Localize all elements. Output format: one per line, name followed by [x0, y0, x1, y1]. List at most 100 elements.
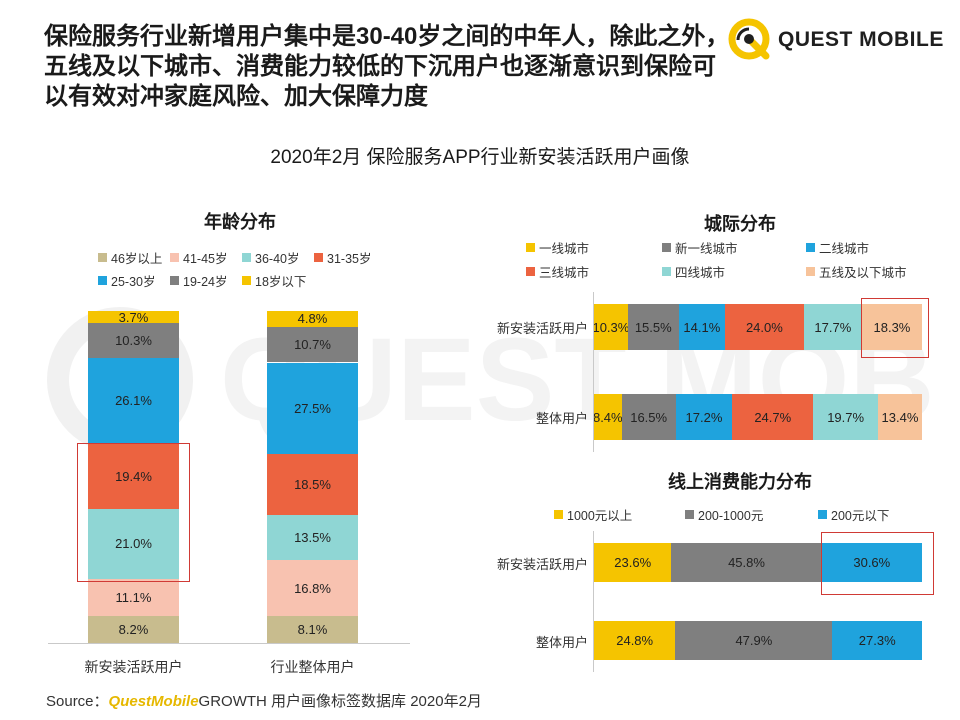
- age-bar-segment: 10.7%: [267, 326, 358, 363]
- age-legend-swatch: [170, 276, 179, 285]
- source-prefix: Source：: [46, 693, 109, 710]
- age-category-label: 新安装活跃用户: [84, 659, 183, 675]
- age-bar-segment: 8.2%: [88, 615, 179, 643]
- age-legend-item: 36-40岁: [242, 248, 299, 267]
- logo-mark-icon: [728, 18, 770, 60]
- city-bar-segment: 18.3%: [861, 304, 922, 350]
- city-legend-label: 新一线城市: [675, 242, 738, 256]
- city-bar-segment: 17.2%: [675, 394, 733, 440]
- city-legend-label: 二线城市: [819, 242, 870, 256]
- city-legend-swatch: [662, 243, 671, 252]
- spend-legend-label: 200-1000元: [698, 509, 764, 523]
- spend-bar-segment: 45.8%: [671, 543, 822, 582]
- age-bar-segment: 13.5%: [267, 515, 358, 561]
- spend-category-label: 新安装活跃用户: [496, 556, 588, 572]
- city-bar-segment: 17.7%: [803, 304, 862, 350]
- spend-bar-segment: 23.6%: [594, 543, 672, 582]
- city-bar-segment: 8.4%: [594, 394, 622, 440]
- age-legend-swatch: [314, 253, 323, 262]
- logo-text: QUEST MOBILE: [778, 28, 944, 51]
- questmobile-logo: QUEST MOBILE: [726, 16, 943, 66]
- spend-legend-item: 200-1000元: [685, 505, 763, 524]
- age-legend-label: 18岁以下: [255, 275, 307, 289]
- source-brand: QuestMobile: [108, 693, 199, 710]
- city-legend-item: 五线及以下城市: [806, 262, 907, 281]
- city-bar-segment: 13.4%: [878, 394, 922, 440]
- city-legend-label: 三线城市: [539, 266, 590, 280]
- city-legend-swatch: [806, 243, 815, 252]
- city-legend-label: 五线及以下城市: [819, 266, 907, 280]
- age-legend-label: 36-40岁: [255, 252, 300, 266]
- age-category-label: 行业整体用户: [270, 659, 355, 675]
- age-legend-item: 46岁以上: [98, 248, 162, 267]
- city-legend-label: 四线城市: [675, 266, 726, 280]
- chart-subtitle: 2020年2月 保险服务APP行业新安装活跃用户画像: [270, 147, 690, 168]
- age-legend-item: 31-35岁: [314, 248, 371, 267]
- age-bar-segment: 4.8%: [267, 311, 358, 327]
- spend-bar-segment: 27.3%: [832, 621, 922, 660]
- age-legend-label: 46岁以上: [111, 252, 163, 266]
- city-legend-item: 三线城市: [526, 262, 589, 281]
- spend-legend-item: 200元以下: [818, 505, 889, 524]
- city-legend-item: 四线城市: [662, 262, 725, 281]
- city-bar-segment: 24.7%: [732, 394, 814, 440]
- spend-legend-swatch: [554, 510, 563, 519]
- city-bar-segment: 24.0%: [725, 304, 804, 350]
- age-legend-item: 41-45岁: [170, 248, 227, 267]
- spend-bar-segment: 24.8%: [594, 621, 676, 660]
- city-bar-segment: 19.7%: [813, 394, 878, 440]
- spend-highlight-box: [820, 532, 934, 595]
- age-legend-item: 25-30岁: [98, 271, 155, 290]
- city-legend-swatch: [662, 267, 671, 276]
- headline: 保险服务行业新增用户集中是30-40岁之间的中年人，除此之外，五线及以下城市、消…: [44, 23, 730, 110]
- city-bar-segment: 14.1%: [678, 304, 725, 350]
- city-bar-segment: 15.5%: [627, 304, 679, 350]
- age-bar-segment: 10.3%: [88, 323, 179, 358]
- city-legend-swatch: [806, 267, 815, 276]
- age-x-axis: [48, 643, 410, 644]
- spend-legend-swatch: [685, 510, 694, 519]
- age-bar-segment: 11.1%: [88, 578, 179, 616]
- age-bar-segment: 3.7%: [88, 311, 179, 324]
- spend-y-axis: [593, 531, 594, 672]
- age-legend-item: 18岁以下: [242, 271, 306, 290]
- age-legend-swatch: [242, 276, 251, 285]
- age-chart-title: 年龄分布: [204, 212, 276, 232]
- age-bar-segment: 21.0%: [88, 508, 179, 579]
- source-rest: GROWTH 用户画像标签数据库 2020年2月: [198, 693, 482, 710]
- age-legend-label: 31-35岁: [327, 252, 372, 266]
- age-bar-segment: 8.1%: [267, 616, 358, 643]
- age-legend-swatch: [170, 253, 179, 262]
- age-legend-label: 41-45岁: [183, 252, 228, 266]
- city-chart-title: 城际分布: [704, 214, 776, 234]
- city-legend-label: 一线城市: [539, 242, 590, 256]
- city-category-label: 整体用户: [535, 411, 588, 426]
- age-legend-swatch: [98, 253, 107, 262]
- age-bar-segment: 16.8%: [267, 560, 358, 617]
- age-legend-swatch: [242, 253, 251, 262]
- age-highlight-box: [77, 443, 190, 582]
- city-legend-swatch: [526, 267, 535, 276]
- city-legend-item: 新一线城市: [662, 238, 738, 257]
- age-bar-segment: 18.5%: [267, 453, 358, 516]
- age-legend-label: 25-30岁: [111, 275, 156, 289]
- spend-legend-label: 1000元以上: [567, 509, 633, 523]
- city-highlight-box: [860, 298, 929, 358]
- city-bar-segment: 16.5%: [621, 394, 676, 440]
- spend-category-label: 整体用户: [535, 634, 588, 650]
- age-bar-segment: 26.1%: [88, 357, 179, 445]
- age-legend-item: 19-24岁: [170, 271, 227, 290]
- age-bar-segment: 27.5%: [267, 362, 358, 454]
- city-category-label: 新安装活跃用户: [496, 321, 588, 336]
- spend-legend-swatch: [818, 510, 827, 519]
- spend-legend-item: 1000元以上: [554, 505, 632, 524]
- age-legend-swatch: [98, 276, 107, 285]
- spend-chart-title: 线上消费能力分布: [668, 472, 812, 492]
- city-legend-item: 一线城市: [526, 238, 589, 257]
- age-bar-segment: 19.4%: [88, 444, 179, 509]
- spend-bar-segment: 47.9%: [675, 621, 833, 660]
- spend-legend-label: 200元以下: [831, 509, 890, 523]
- city-bar-segment: 10.3%: [594, 304, 628, 350]
- source-line: Source：QuestMobileGROWTH 用户画像标签数据库 2020年…: [46, 690, 482, 711]
- city-y-axis: [593, 292, 594, 452]
